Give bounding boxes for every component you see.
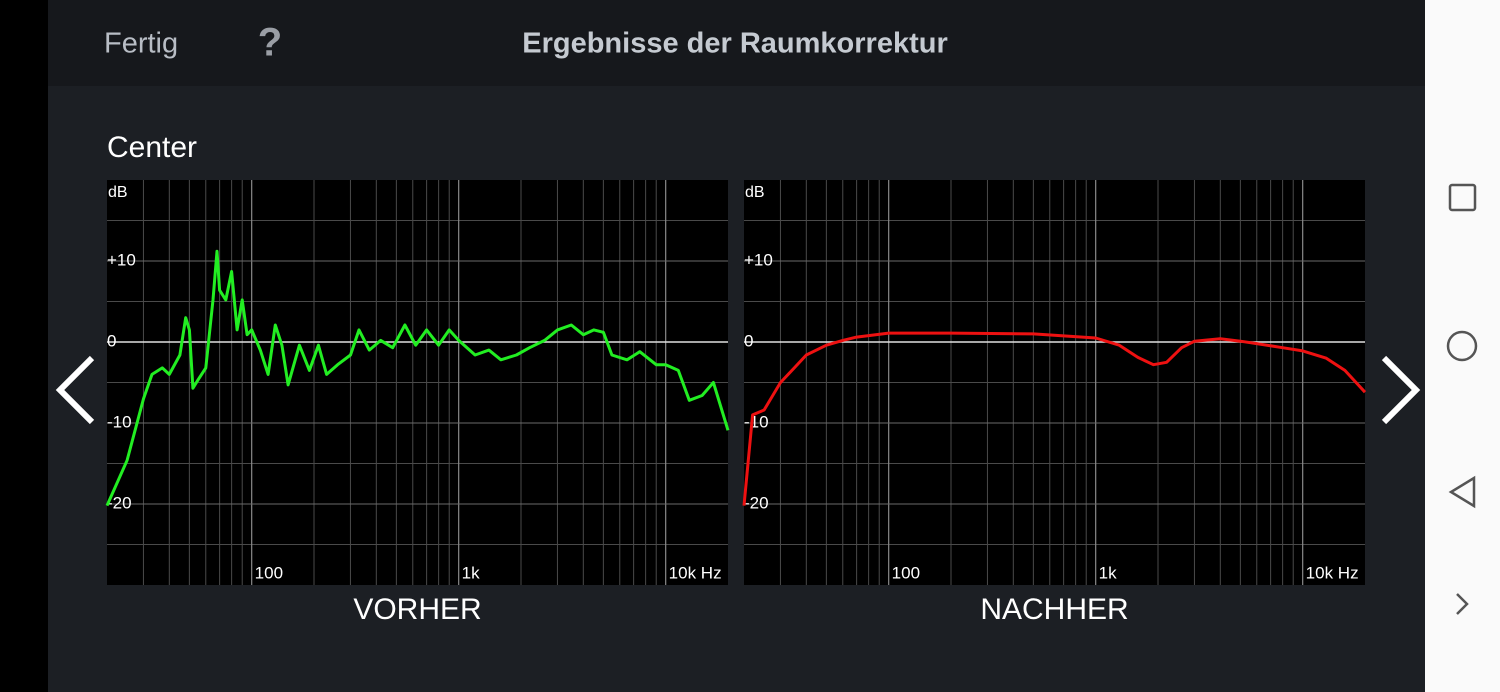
x-axis-label: NACHHER (980, 593, 1128, 626)
x-tick-label: 1k (462, 563, 480, 582)
y-tick-label: -10 (744, 412, 769, 431)
y-tick-label: +10 (107, 250, 136, 269)
done-button[interactable]: Fertig (104, 28, 178, 60)
channel-name: Center (107, 131, 197, 164)
x-tick-label: 10k Hz (669, 563, 722, 582)
recent-apps-button[interactable] (1448, 183, 1477, 212)
x-tick-label: 10k Hz (1306, 563, 1359, 582)
x-tick-label: 100 (255, 563, 283, 582)
header-bar (48, 0, 1425, 86)
y-axis-label: dB (108, 184, 128, 201)
x-tick-label: 100 (892, 563, 920, 582)
left-edge (0, 0, 48, 692)
x-axis-label: VORHER (353, 593, 481, 626)
y-tick-label: +10 (744, 250, 773, 269)
x-tick-label: 1k (1099, 563, 1117, 582)
response-curve (742, 331, 1367, 506)
back-button[interactable] (1448, 475, 1476, 509)
y-tick-label: 0 (107, 331, 116, 350)
y-tick-label: -20 (744, 493, 769, 512)
home-button[interactable] (1446, 330, 1478, 362)
y-tick-label: 0 (744, 331, 753, 350)
y-axis-label: dB (745, 184, 765, 201)
y-tick-label: -10 (107, 412, 132, 431)
nav-bar (1425, 0, 1500, 692)
help-button[interactable]: ? (258, 21, 282, 65)
y-tick-label: -20 (107, 493, 132, 512)
previous-arrow[interactable] (55, 355, 95, 425)
response-curve (105, 249, 730, 507)
next-arrow[interactable] (1381, 355, 1421, 425)
page-title: Ergebnisse der Raumkorrektur (522, 28, 947, 60)
expand-button[interactable] (1456, 593, 1469, 615)
